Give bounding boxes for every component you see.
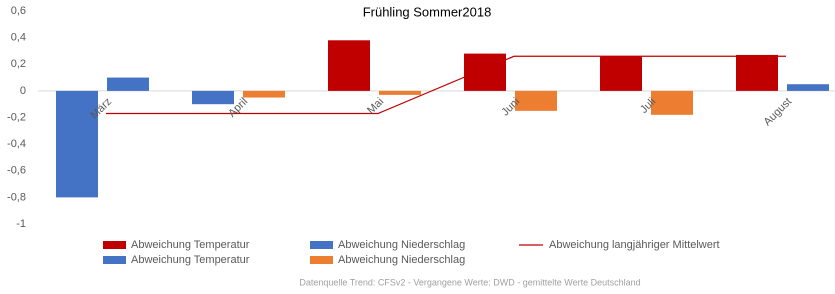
bar [736,54,778,91]
bar [651,90,693,115]
bar [515,90,557,111]
bar [56,90,98,198]
bar [464,53,506,91]
bar [600,56,642,91]
y-tick-label: 0 [20,85,26,97]
bar [379,90,421,95]
legend-swatch [103,241,126,249]
bar [107,77,149,91]
y-tick-label: -0,2 [7,111,26,123]
legend-label: Abweichung Niederschlag [338,254,465,266]
bar [328,40,370,91]
y-tick-label: -1 [16,218,26,230]
bar [787,84,829,91]
bar [192,90,234,105]
y-tick-label: 0,2 [11,58,26,70]
bar [243,90,285,98]
line-series [106,55,786,115]
y-tick-label: 0,6 [11,5,26,17]
y-tick-label: -0,4 [7,138,26,150]
legend-swatch [103,256,126,264]
legend-swatch [310,241,333,249]
x-tick-label: August [761,96,794,129]
chart-title: Frühling Sommer2018 [363,4,492,19]
source-note: Datenquelle Trend: CFSv2 - Vergangene We… [299,277,640,287]
legend-label: Abweichung Temperatur [131,254,250,266]
legend-label: Abweichung langjähriger Mittelwert [549,239,720,251]
legend-label: Abweichung Niederschlag [338,239,465,251]
legend-label: Abweichung Temperatur [131,239,250,251]
y-tick-label: 0,4 [11,32,26,44]
legend-swatch [310,256,333,264]
y-tick-label: -0,8 [7,191,26,203]
y-tick-label: -0,6 [7,165,26,177]
